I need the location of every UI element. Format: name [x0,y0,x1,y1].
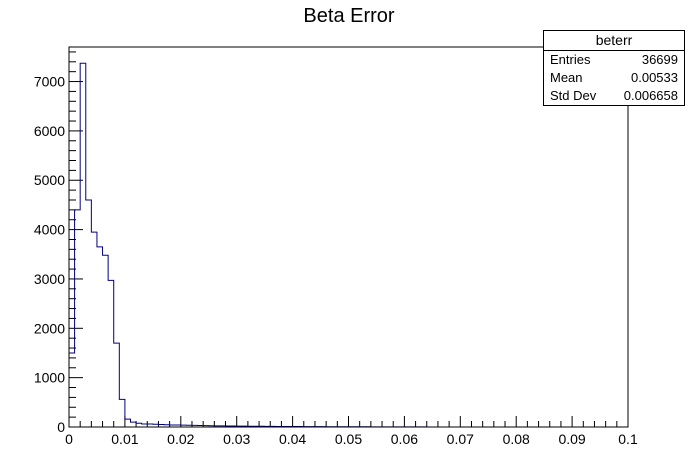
stats-box-title: beterr [544,31,684,51]
x-tick-label: 0.07 [447,431,474,447]
x-tick-label: 0.05 [335,431,362,447]
y-tick-label: 5000 [34,172,65,188]
mean-value: 0.00533 [631,70,678,85]
x-tick-label: 0.03 [223,431,250,447]
y-tick-label: 2000 [34,320,65,336]
y-tick-label: 4000 [34,222,65,238]
y-tick-label: 3000 [34,271,65,287]
mean-label: Mean [550,70,583,85]
y-tick-label: 1000 [34,370,65,386]
axis-tick-labels: 0 0.01 0.02 0.03 0.04 0.05 0.06 0.07 0.08 0.09 0.1… [34,74,638,447]
plot-frame [68,46,629,428]
stats-row-stddev: Std Dev 0.006658 [544,87,684,105]
x-tick-label: 0.02 [167,431,194,447]
x-tick-label: 0 [65,431,73,447]
y-tick-label: 7000 [34,74,65,90]
x-tick-label: 0.01 [111,431,138,447]
histogram-line [68,62,628,428]
stddev-value: 0.006658 [623,88,678,103]
x-tick-label: 0.09 [558,431,585,447]
stats-box: beterr Entries 36699 Mean 0.00533 Std De… [543,30,685,106]
chart-title: Beta Error [303,5,395,27]
y-tick-label: 0 [57,419,65,435]
entries-value: 36699 [641,52,678,67]
stats-row-entries: Entries 36699 [544,51,684,69]
x-tick-label: 0.1 [618,431,638,447]
y-tick-label: 6000 [34,123,65,139]
axis-ticks [68,51,629,428]
stddev-label: Std Dev [550,88,597,103]
x-tick-label: 0.06 [391,431,418,447]
stats-row-mean: Mean 0.00533 [544,69,684,87]
x-tick-label: 0.08 [503,431,530,447]
x-tick-label: 0.04 [279,431,306,447]
entries-label: Entries [550,52,591,67]
